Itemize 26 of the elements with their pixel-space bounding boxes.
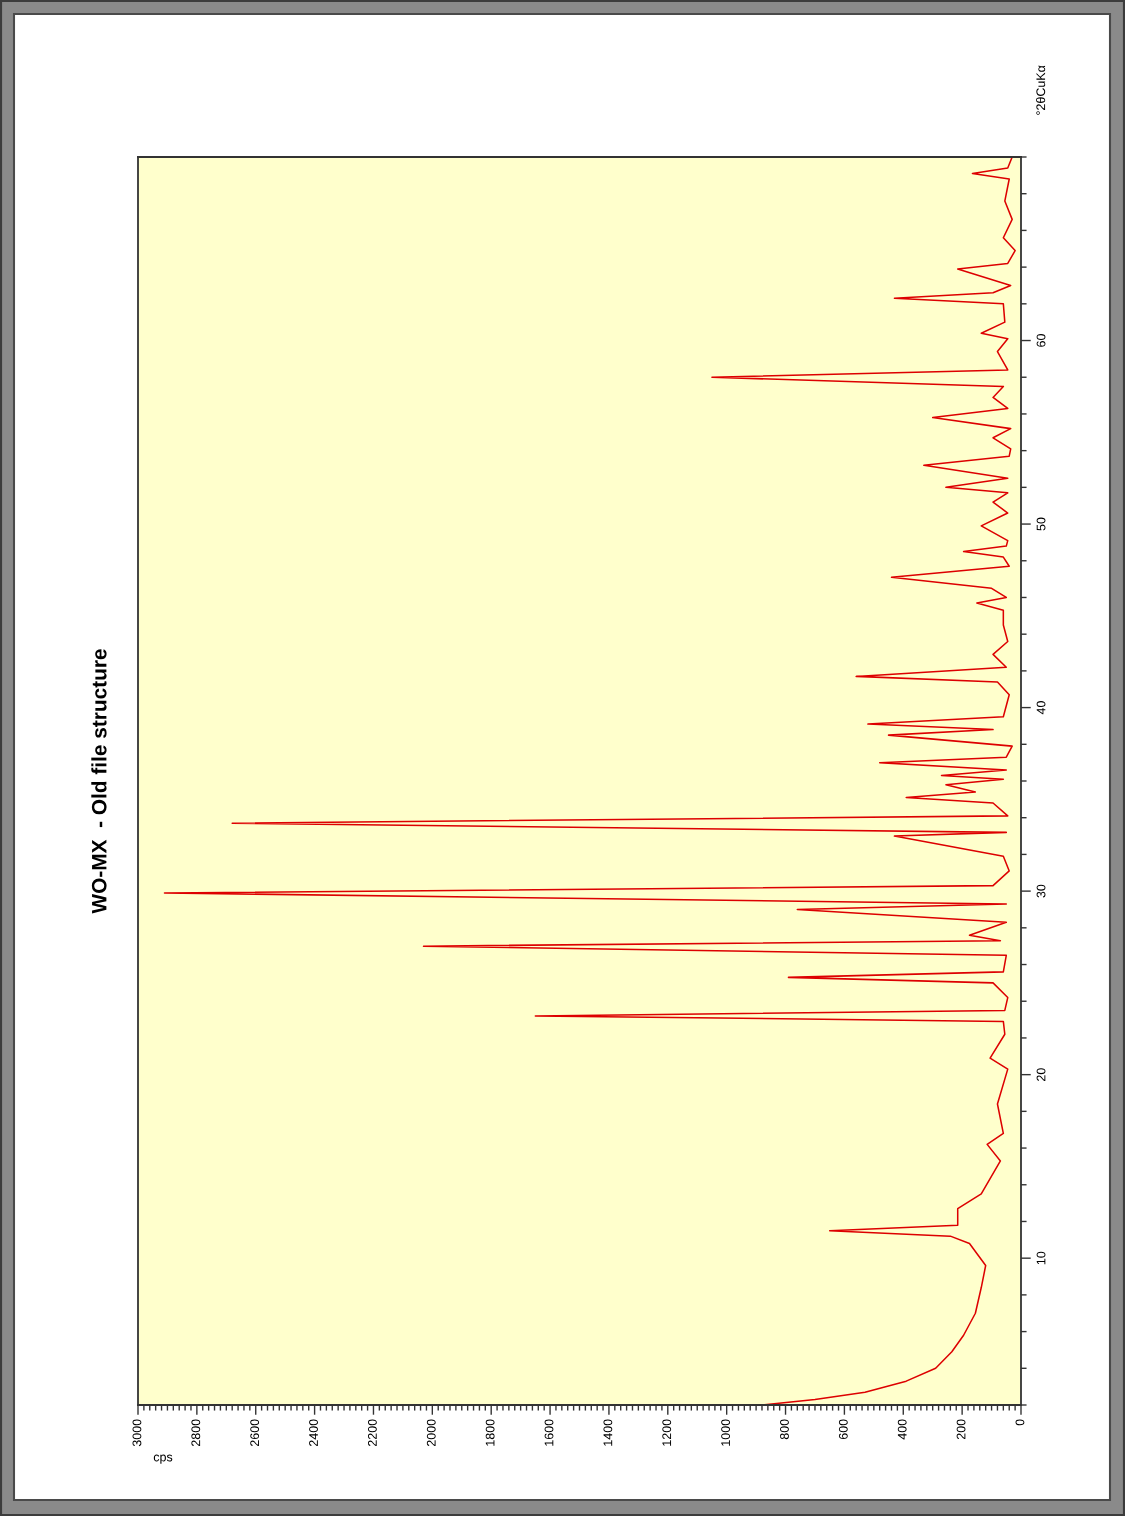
x-tick-label: 0 [1015, 1419, 1025, 1426]
x-tick-label: 800 [780, 1419, 789, 1440]
x-tick-label: 1200 [662, 1419, 672, 1446]
y-tick-label: 10 [1036, 1251, 1046, 1265]
x-axis-title: cps [153, 1454, 173, 1464]
x-tick-label: 400 [897, 1419, 907, 1440]
x-tick-label: 2000 [426, 1419, 436, 1447]
y-tick-label: 60 [1036, 334, 1046, 347]
line-series [163, 157, 1016, 1405]
text: WO-MX - Old file structure [91, 649, 107, 914]
x-tick-label: 1800 [485, 1419, 495, 1446]
x-tick-label: 600 [838, 1419, 848, 1440]
y-tick-label: 50 [1036, 517, 1046, 531]
x-tick-label: 2400 [309, 1419, 318, 1447]
y-tick-label: 40 [1036, 701, 1046, 715]
x-tick-label: 1400 [603, 1419, 613, 1446]
x-tick-label: 1000 [721, 1419, 731, 1446]
x-tick-label: 2200 [367, 1419, 377, 1447]
y-tick-label: 20 [1036, 1068, 1046, 1081]
y-tick-label: 30 [1036, 884, 1046, 898]
x-tick-label: 2800 [191, 1419, 201, 1447]
x-tick-label: 2600 [250, 1419, 260, 1447]
x-tick-label: 3000 [132, 1419, 142, 1447]
y-axis-title: °2θCuKα [1036, 65, 1046, 115]
x-tick-label: 200 [956, 1419, 966, 1440]
x-tick-label: 1600 [544, 1419, 554, 1446]
